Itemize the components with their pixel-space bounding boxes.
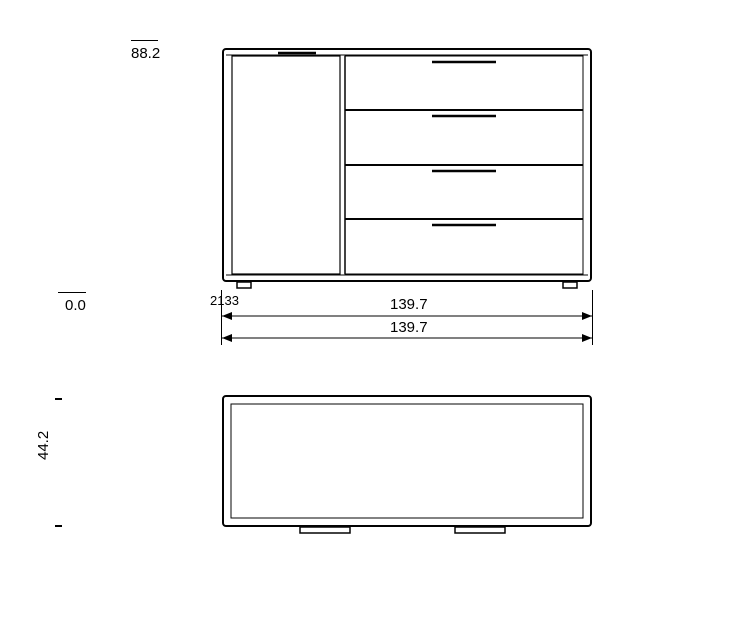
height-label-top: 88.2 (131, 45, 160, 62)
depth-tick-bottom (55, 525, 62, 527)
height-tick-top (131, 40, 158, 41)
dimension-width-1-label: 139.7 (387, 296, 431, 313)
height-label-zero: 0.0 (65, 297, 86, 314)
depth-label: 44.2 (35, 431, 52, 460)
top-view (222, 395, 592, 540)
dim-ext-left (221, 290, 222, 345)
dim-ext-right (592, 290, 593, 345)
dimension-width-2-label: 139.7 (387, 319, 431, 336)
height-tick-zero (58, 292, 86, 293)
front-view (222, 48, 592, 294)
depth-tick-top (55, 398, 62, 400)
drawing-canvas: 88.2 0.0 44.2 2133 (0, 0, 751, 630)
model-code: 2133 (210, 293, 239, 308)
